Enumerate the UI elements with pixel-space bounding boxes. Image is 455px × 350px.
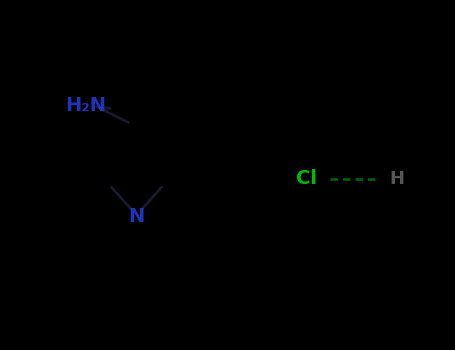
Text: Cl: Cl [296,169,317,188]
Text: H₂N: H₂N [65,96,106,114]
Text: H: H [389,169,404,188]
Text: N: N [128,208,145,226]
